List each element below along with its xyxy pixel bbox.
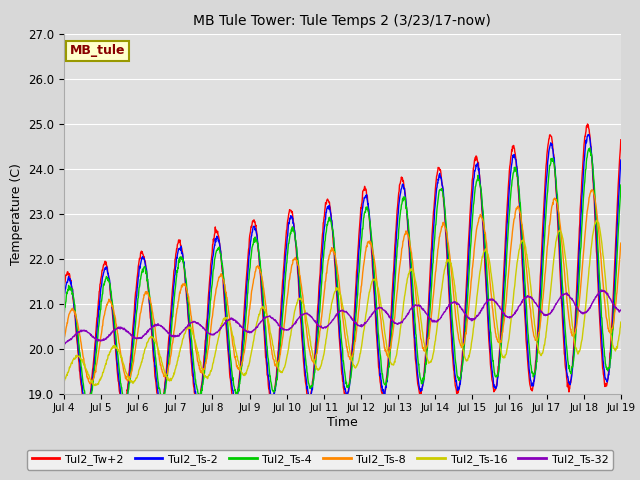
- Tul2_Ts-2: [60, 294, 68, 300]
- Tul2_Ts-2: [184, 310, 192, 316]
- Tul2_Ts-4: [60, 312, 68, 318]
- Tul2_Ts-4: [586, 145, 594, 151]
- Line: Tul2_Ts-8: Tul2_Ts-8: [64, 190, 621, 384]
- Tul2_Tw+2: [617, 137, 625, 143]
- Tul2_Ts-8: [551, 195, 559, 201]
- Tul2_Ts-8: [429, 295, 437, 300]
- Tul2_Ts-2: [617, 157, 625, 163]
- Tul2_Tw+2: [246, 228, 254, 234]
- Tul2_Ts-2: [551, 166, 559, 171]
- Tul2_Ts-16: [429, 351, 437, 357]
- Tul2_Ts-8: [171, 324, 179, 330]
- Tul2_Ts-2: [429, 231, 437, 237]
- Tul2_Ts-16: [91, 383, 99, 388]
- Tul2_Ts-16: [551, 245, 559, 251]
- Tul2_Ts-4: [502, 271, 509, 277]
- Tul2_Ts-8: [617, 240, 625, 246]
- Line: Tul2_Ts-2: Tul2_Ts-2: [64, 134, 621, 408]
- Tul2_Tw+2: [60, 285, 68, 290]
- Tul2_Ts-4: [184, 299, 192, 304]
- Text: MB_tule: MB_tule: [70, 44, 125, 58]
- Y-axis label: Temperature (C): Temperature (C): [10, 163, 22, 264]
- Tul2_Ts-2: [171, 273, 179, 278]
- Tul2_Ts-8: [588, 187, 596, 192]
- Legend: Tul2_Tw+2, Tul2_Ts-2, Tul2_Ts-4, Tul2_Ts-8, Tul2_Ts-16, Tul2_Ts-32: Tul2_Tw+2, Tul2_Ts-2, Tul2_Ts-4, Tul2_Ts…: [28, 450, 612, 469]
- Line: Tul2_Ts-16: Tul2_Ts-16: [64, 220, 621, 385]
- Tul2_Ts-16: [502, 352, 509, 358]
- Tul2_Ts-8: [86, 381, 94, 387]
- Tul2_Tw+2: [171, 265, 179, 271]
- Tul2_Ts-2: [120, 405, 127, 410]
- X-axis label: Time: Time: [327, 416, 358, 429]
- Tul2_Tw+2: [551, 170, 559, 176]
- Tul2_Ts-16: [171, 370, 179, 375]
- Tul2_Ts-4: [84, 402, 92, 408]
- Tul2_Ts-16: [593, 217, 600, 223]
- Title: MB Tule Tower: Tule Temps 2 (3/23/17-now): MB Tule Tower: Tule Temps 2 (3/23/17-now…: [193, 14, 492, 28]
- Tul2_Ts-16: [60, 377, 68, 383]
- Line: Tul2_Ts-32: Tul2_Ts-32: [64, 290, 621, 344]
- Tul2_Ts-4: [551, 167, 559, 172]
- Tul2_Ts-16: [246, 354, 254, 360]
- Tul2_Ts-4: [246, 257, 254, 263]
- Tul2_Ts-2: [246, 239, 254, 245]
- Line: Tul2_Ts-4: Tul2_Ts-4: [64, 148, 621, 405]
- Tul2_Ts-8: [184, 294, 192, 300]
- Tul2_Ts-2: [584, 132, 592, 137]
- Tul2_Ts-16: [617, 319, 625, 325]
- Tul2_Ts-8: [502, 301, 509, 307]
- Tul2_Ts-32: [61, 341, 69, 347]
- Tul2_Tw+2: [429, 216, 437, 222]
- Tul2_Ts-32: [502, 313, 509, 319]
- Tul2_Tw+2: [184, 316, 192, 322]
- Tul2_Ts-4: [171, 290, 179, 296]
- Tul2_Tw+2: [82, 407, 90, 413]
- Tul2_Tw+2: [584, 121, 591, 127]
- Tul2_Ts-4: [617, 182, 625, 188]
- Tul2_Ts-32: [617, 307, 625, 313]
- Tul2_Ts-8: [60, 337, 68, 343]
- Tul2_Ts-32: [184, 323, 192, 328]
- Line: Tul2_Tw+2: Tul2_Tw+2: [64, 124, 621, 410]
- Tul2_Ts-32: [429, 319, 437, 325]
- Tul2_Tw+2: [502, 226, 509, 232]
- Tul2_Ts-32: [171, 334, 179, 340]
- Tul2_Ts-32: [551, 302, 559, 308]
- Tul2_Ts-4: [429, 260, 437, 265]
- Tul2_Ts-16: [184, 325, 192, 331]
- Tul2_Ts-32: [598, 287, 605, 293]
- Tul2_Ts-8: [246, 300, 254, 305]
- Tul2_Ts-32: [246, 329, 254, 335]
- Tul2_Ts-2: [502, 246, 509, 252]
- Tul2_Ts-32: [60, 340, 68, 346]
